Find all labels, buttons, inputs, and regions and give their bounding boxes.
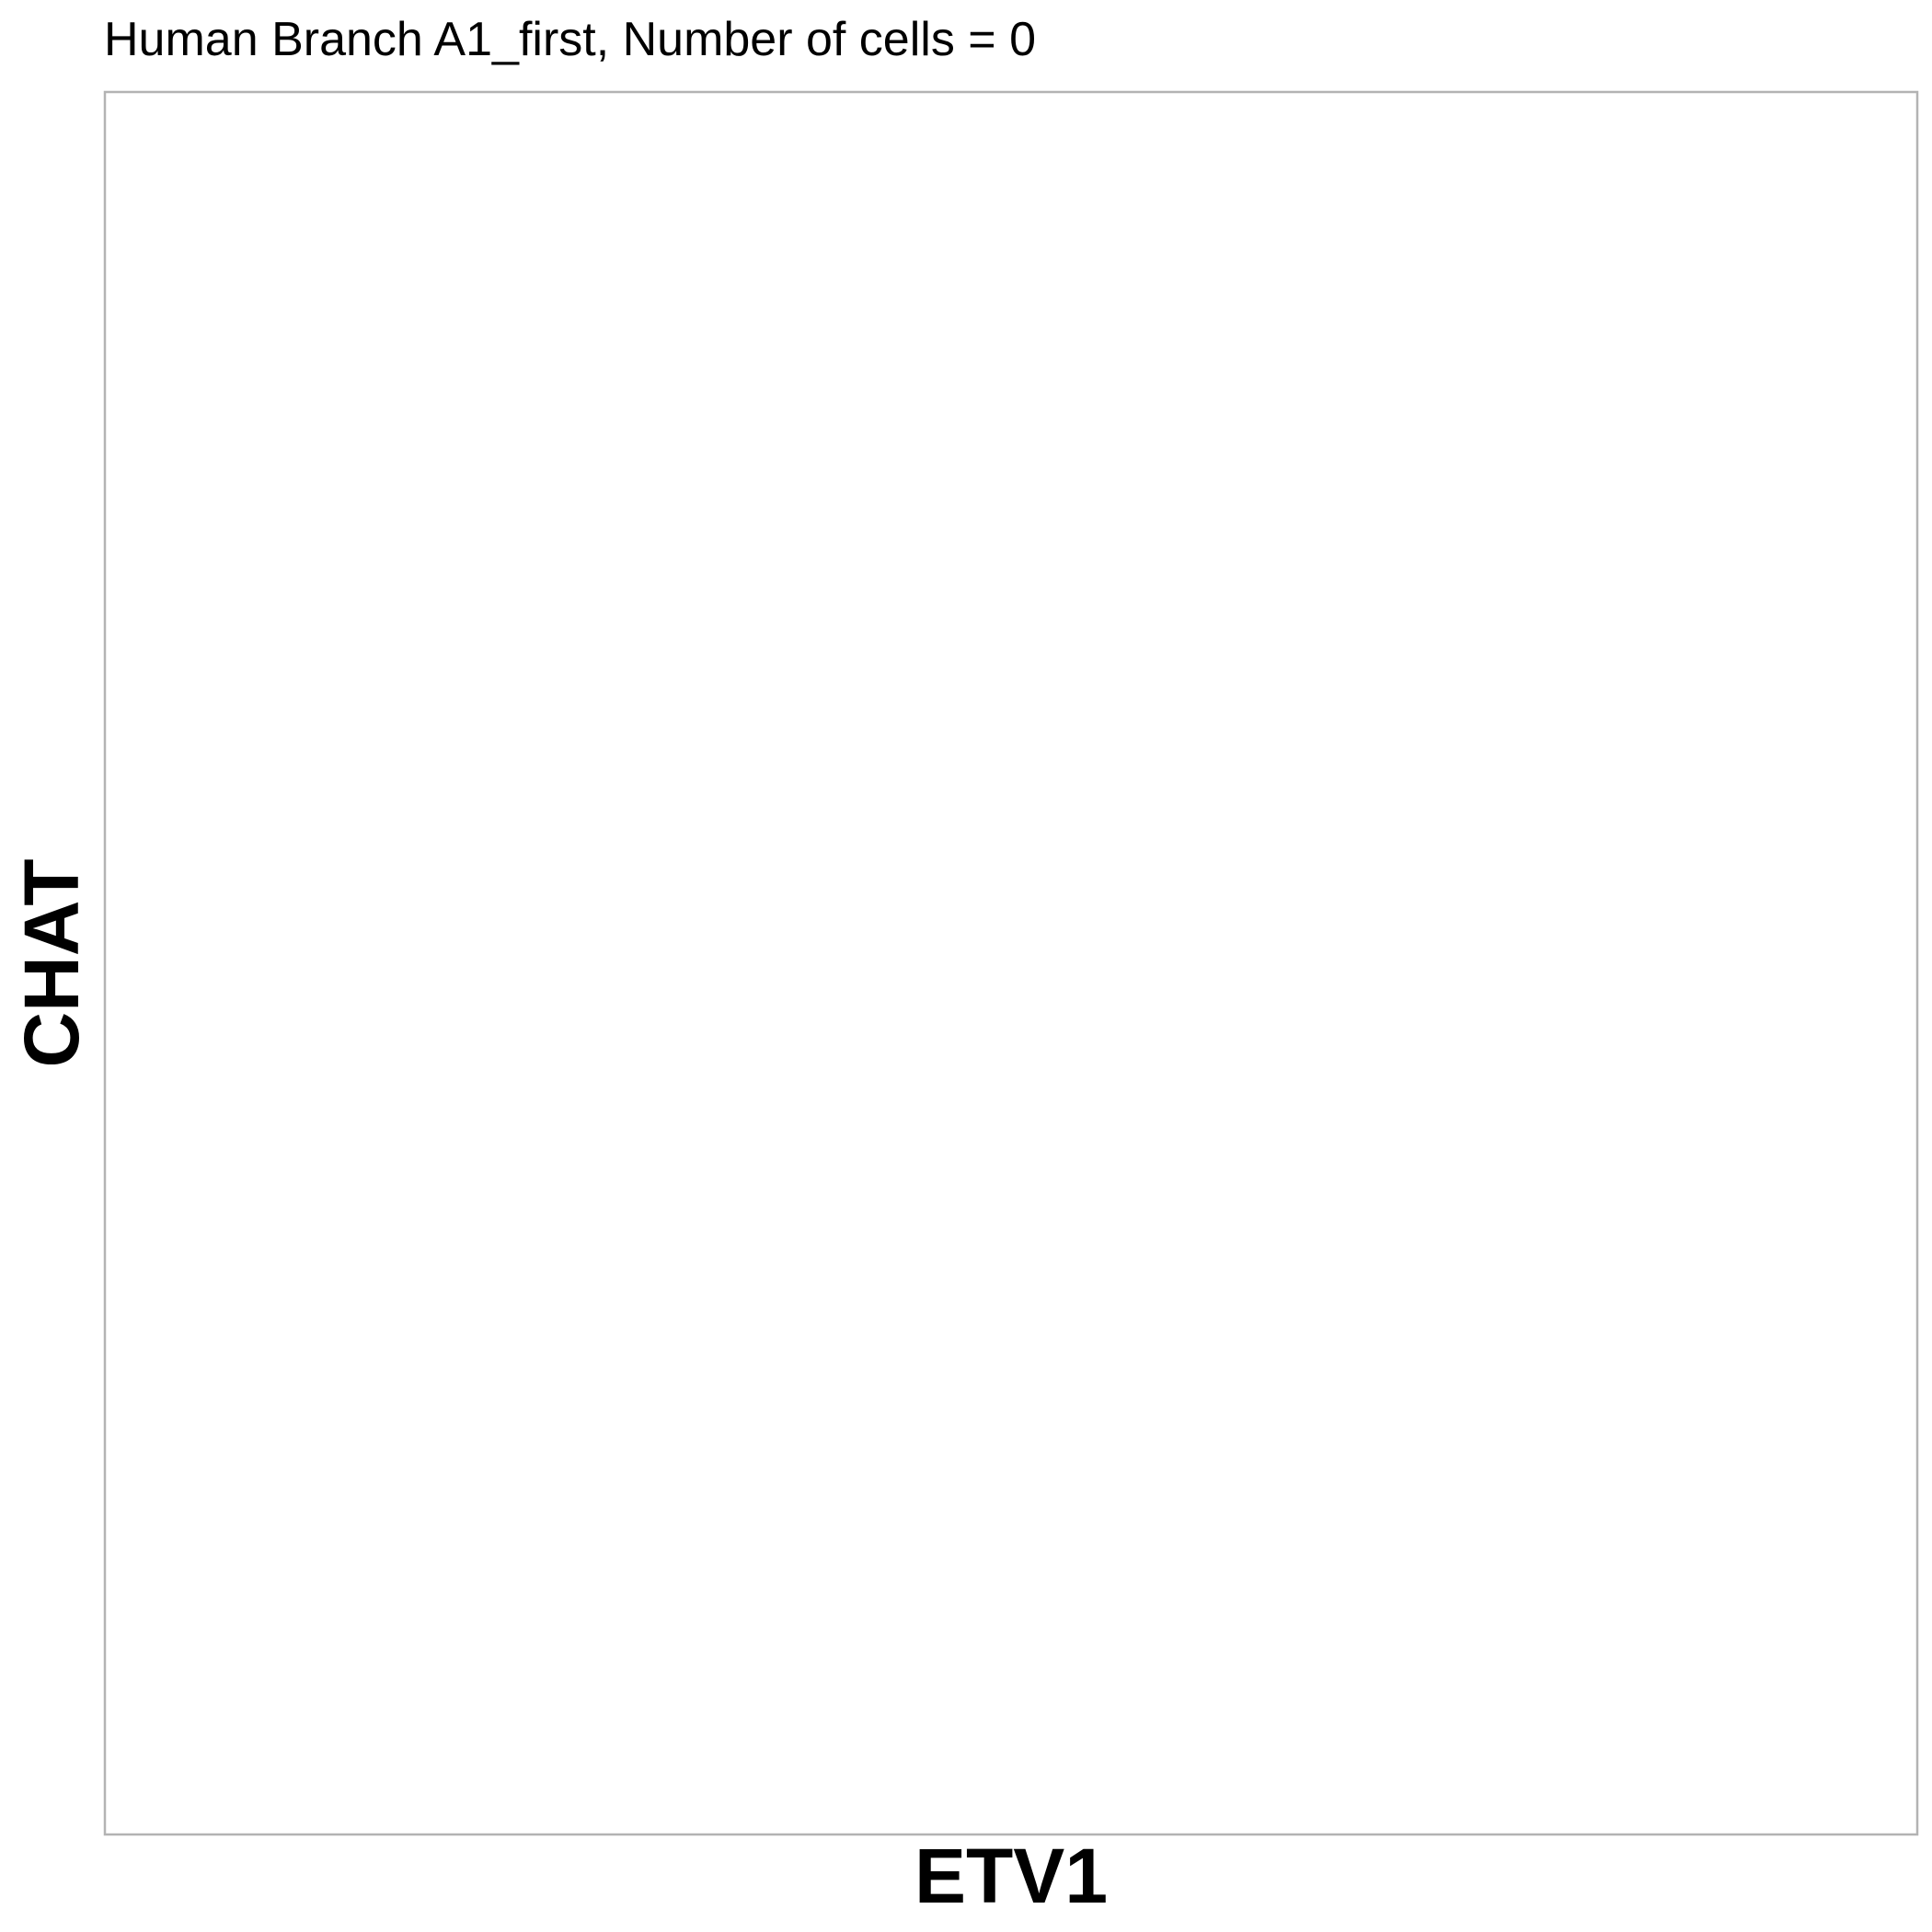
- y-axis-label: CHAT: [8, 858, 95, 1067]
- plot-panel: [103, 90, 1919, 1836]
- chart-title: Human Branch A1_first, Number of cells =…: [104, 13, 1036, 66]
- x-axis-label: ETV1: [914, 1833, 1108, 1919]
